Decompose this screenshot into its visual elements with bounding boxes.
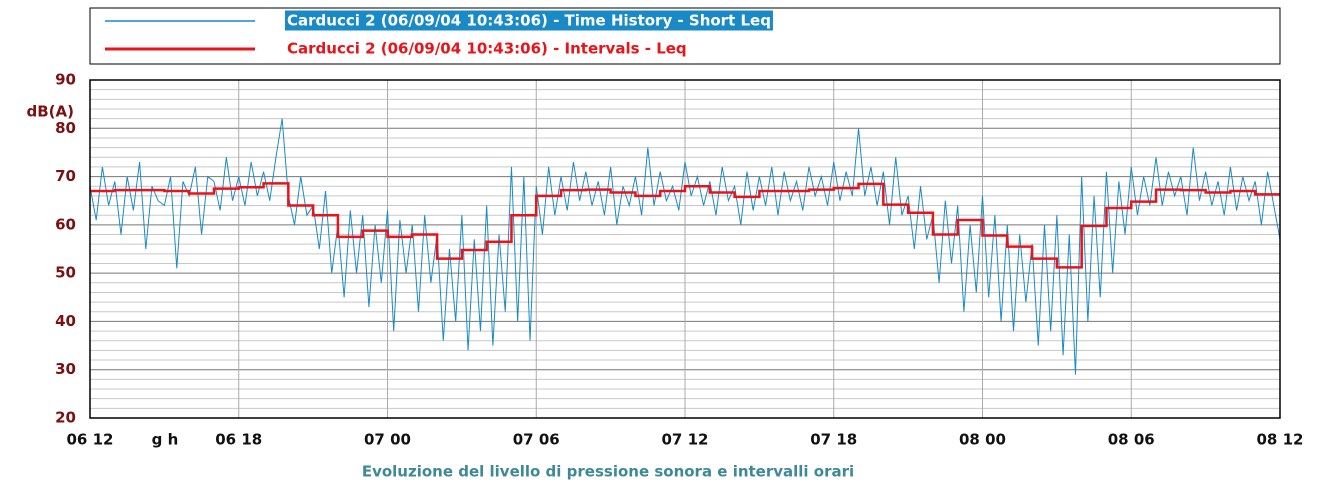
x-tick-label: 08 00 — [959, 431, 1006, 449]
y-tick-label: 20 — [55, 409, 76, 427]
x-tick-label: 06 12 — [67, 431, 114, 449]
y-tick-label: 90 — [55, 71, 76, 89]
y-tick-label: 50 — [55, 264, 76, 282]
x-axis-label: Evoluzione del livello di pressione sono… — [362, 463, 854, 481]
y-tick-label: 30 — [55, 360, 76, 378]
y-tick-label: 60 — [55, 215, 76, 233]
legend-label: Carducci 2 (06/09/04 10:43:06) - Interva… — [287, 40, 687, 58]
x-tick-label: 06 18 — [215, 431, 262, 449]
x-tick-label: 07 18 — [810, 431, 857, 449]
y-tick-label: 40 — [55, 312, 76, 330]
legend-highlight — [285, 10, 773, 31]
y-axis-label: dB(A) — [27, 103, 75, 121]
x-tick-label: 07 06 — [513, 431, 560, 449]
x-unit-label: g h — [152, 431, 179, 449]
series-line — [90, 182, 1280, 269]
y-tick-label: 80 — [55, 119, 76, 137]
legend-label: Carducci 2 (06/09/04 10:43:06) - Time Hi… — [287, 12, 771, 30]
x-tick-label: 08 12 — [1257, 431, 1304, 449]
x-tick-label: 07 12 — [662, 431, 709, 449]
x-tick-label: 08 06 — [1108, 431, 1155, 449]
x-tick-label: 07 00 — [364, 431, 411, 449]
plot-frame — [89, 79, 1281, 419]
y-tick-label: 70 — [55, 167, 76, 185]
